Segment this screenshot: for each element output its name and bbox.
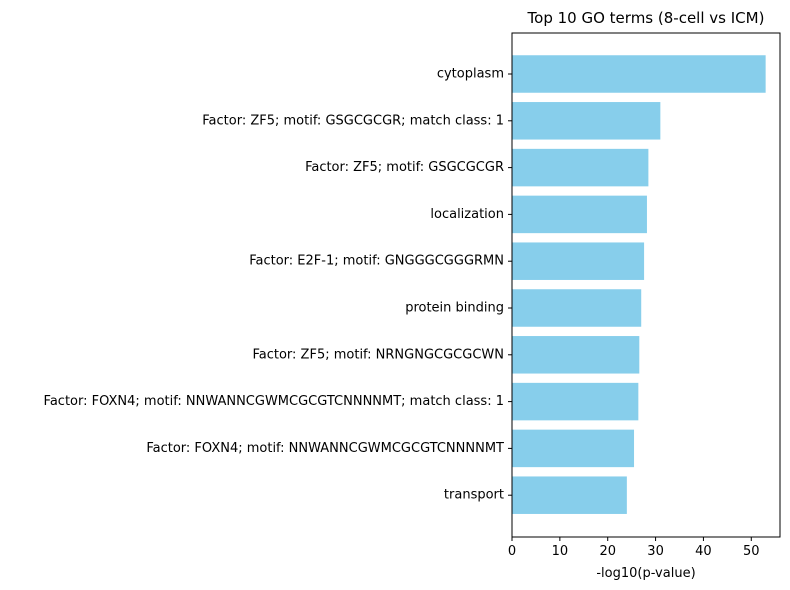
category-label: Factor: FOXN4; motif: NNWANNCGWMCGCGTCNN…: [44, 394, 504, 409]
bar: [512, 242, 645, 280]
chart-title: Top 10 GO terms (8-cell vs ICM): [527, 9, 765, 27]
bar: [512, 476, 627, 514]
bar: [512, 55, 766, 93]
bars-group: [512, 55, 766, 514]
x-tick-label: 30: [647, 544, 664, 559]
bar: [512, 195, 647, 234]
x-ticks-group: 0 10 20 30 40 50: [508, 537, 760, 559]
bar: [512, 102, 661, 140]
category-label: Factor: E2F-1; motif: GNGGGCGGGRMN: [249, 254, 504, 269]
category-label: localization: [430, 207, 504, 222]
axes-frame: [511, 32, 781, 538]
category-label: Factor: ZF5; motif: GSGCGCGR; match clas…: [202, 113, 504, 128]
x-tick-label: 0: [508, 544, 516, 559]
category-label: Factor: ZF5; motif: GSGCGCGR: [305, 160, 504, 175]
category-label: Factor: ZF5; motif: NRNGNGCGCGCWN: [252, 347, 504, 362]
x-axis-label: -log10(p-value): [596, 566, 695, 581]
category-label: transport: [444, 488, 504, 503]
bar: [512, 336, 640, 374]
bar: [512, 148, 649, 187]
category-label: Factor: FOXN4; motif: NNWANNCGWMCGCGTCNN…: [146, 441, 504, 456]
bar: [512, 382, 639, 421]
x-tick-label: 40: [695, 544, 712, 559]
category-labels-group: cytoplasm Factor: ZF5; motif: GSGCGCGR; m…: [44, 67, 512, 503]
x-tick-label: 20: [599, 544, 616, 559]
x-tick-label: 50: [743, 544, 760, 559]
x-tick-label: 10: [552, 544, 569, 559]
bar: [512, 429, 635, 468]
bar: [512, 289, 642, 327]
category-label: protein binding: [405, 301, 504, 316]
category-label: cytoplasm: [437, 67, 504, 82]
